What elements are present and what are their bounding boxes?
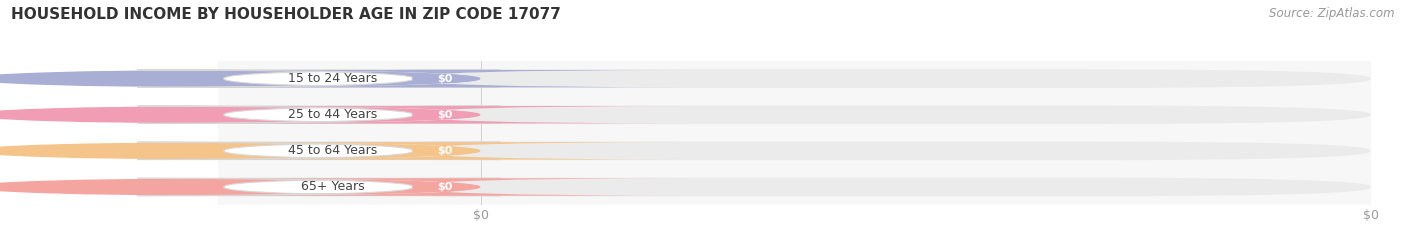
FancyBboxPatch shape	[218, 178, 1371, 196]
Text: 65+ Years: 65+ Years	[301, 181, 364, 193]
FancyBboxPatch shape	[201, 70, 689, 87]
Text: $0: $0	[437, 146, 453, 156]
FancyBboxPatch shape	[218, 105, 1371, 124]
FancyBboxPatch shape	[201, 106, 689, 123]
Circle shape	[0, 143, 479, 159]
Text: 45 to 64 Years: 45 to 64 Years	[288, 144, 377, 157]
Text: $0: $0	[437, 110, 453, 120]
Circle shape	[0, 71, 479, 87]
Text: $0: $0	[437, 74, 453, 84]
FancyBboxPatch shape	[201, 178, 689, 196]
Text: Source: ZipAtlas.com: Source: ZipAtlas.com	[1270, 7, 1395, 20]
Circle shape	[0, 107, 479, 123]
FancyBboxPatch shape	[201, 142, 689, 160]
Text: $0: $0	[437, 182, 453, 192]
FancyBboxPatch shape	[138, 70, 501, 87]
Text: 25 to 44 Years: 25 to 44 Years	[288, 108, 377, 121]
FancyBboxPatch shape	[218, 141, 1371, 160]
Text: HOUSEHOLD INCOME BY HOUSEHOLDER AGE IN ZIP CODE 17077: HOUSEHOLD INCOME BY HOUSEHOLDER AGE IN Z…	[11, 7, 561, 22]
FancyBboxPatch shape	[138, 106, 501, 123]
Text: 15 to 24 Years: 15 to 24 Years	[288, 72, 377, 85]
FancyBboxPatch shape	[138, 178, 501, 196]
FancyBboxPatch shape	[138, 142, 501, 160]
Circle shape	[0, 179, 479, 195]
FancyBboxPatch shape	[218, 69, 1371, 88]
